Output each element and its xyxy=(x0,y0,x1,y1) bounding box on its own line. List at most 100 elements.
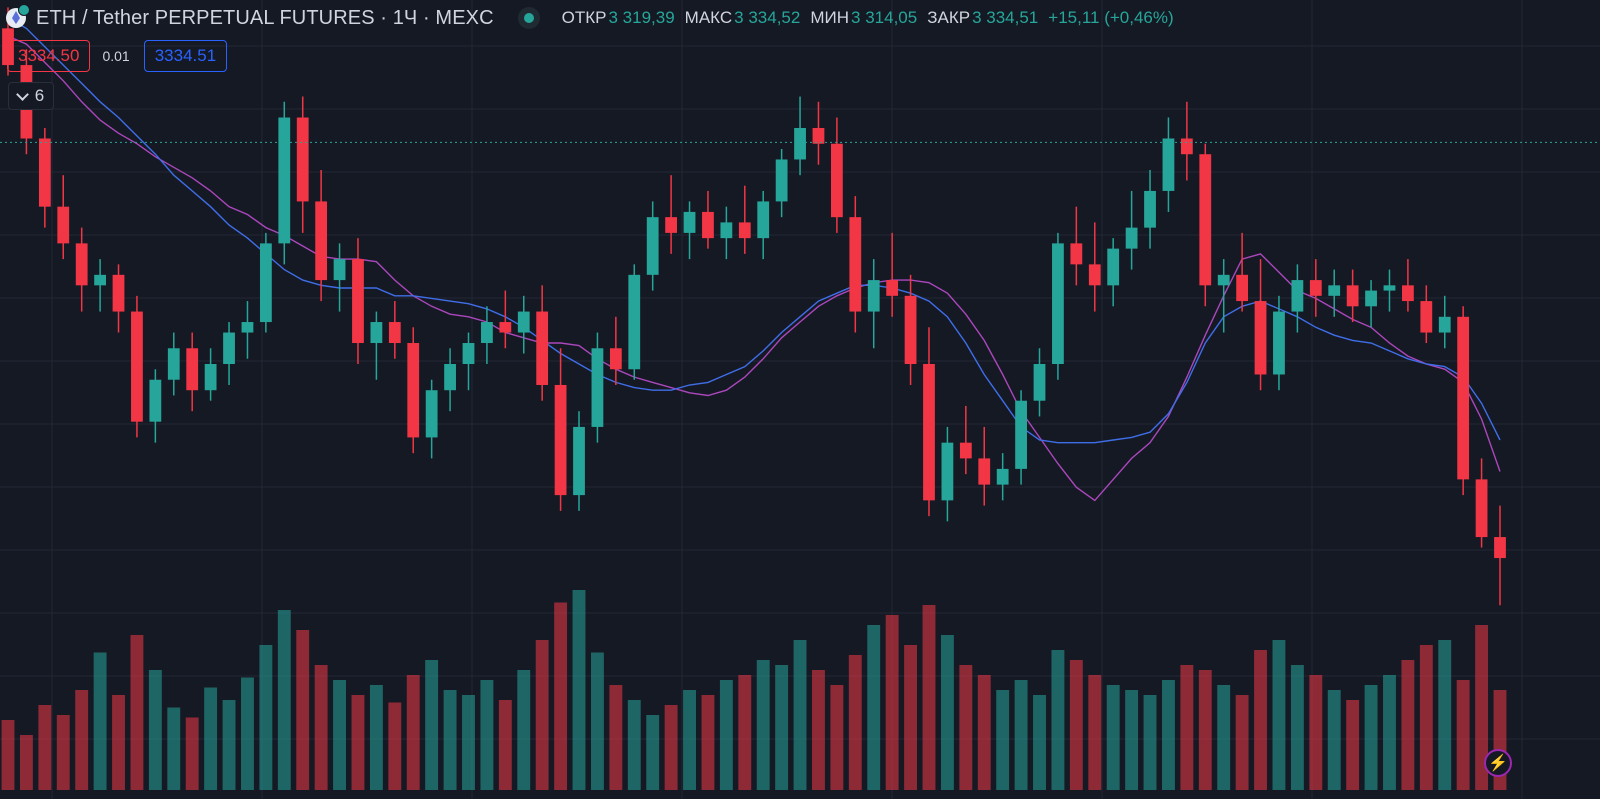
candle-body xyxy=(830,143,843,218)
candle-body xyxy=(278,117,291,244)
candle-body xyxy=(112,274,125,312)
volume-bar xyxy=(1217,685,1231,790)
volume-bar xyxy=(1180,665,1194,790)
candle-body xyxy=(1236,274,1249,302)
volume-bar xyxy=(112,695,125,790)
volume-bar xyxy=(830,685,844,790)
symbol-title[interactable]: ETH / Tether PERPETUAL FUTURES · 1Ч · ME… xyxy=(36,6,494,29)
candle-body xyxy=(481,322,493,344)
volume-bar xyxy=(1106,685,1120,790)
volume-bar xyxy=(683,690,696,790)
indicators-toggle-button[interactable]: 6 xyxy=(8,82,54,110)
candle-body xyxy=(94,274,106,286)
candle-body xyxy=(388,322,401,344)
volume-bar xyxy=(148,670,162,790)
close-value: 3 334,51 xyxy=(972,8,1039,27)
candle-body xyxy=(996,468,1009,485)
high-label: МАКС xyxy=(684,8,733,27)
volume-bar xyxy=(940,635,954,790)
sell-price-button[interactable]: 3334.50 xyxy=(7,40,91,72)
volume-bar xyxy=(719,680,733,790)
volume-bar xyxy=(1438,640,1452,790)
candle-body xyxy=(444,364,456,391)
volume-bar xyxy=(1051,650,1065,790)
volume-bar xyxy=(609,685,623,790)
volume-bar xyxy=(1088,675,1102,790)
candle-body xyxy=(1052,243,1064,364)
candle-body xyxy=(333,259,346,281)
volume-bar xyxy=(775,665,789,790)
volume-bar xyxy=(1290,665,1304,790)
candle-body xyxy=(1438,316,1451,333)
volume-bar xyxy=(351,695,365,790)
volume-bar xyxy=(480,680,494,790)
candle-body xyxy=(775,159,788,202)
candle-body xyxy=(167,348,180,380)
candle-body xyxy=(573,426,585,496)
volume-bar xyxy=(204,687,218,790)
volume-bar xyxy=(1346,700,1360,790)
lightning-icon[interactable]: ⚡ xyxy=(1484,749,1512,777)
candle-body xyxy=(609,348,622,370)
ma-slow-line xyxy=(7,17,1501,444)
candle-body xyxy=(1217,274,1230,286)
candle-body xyxy=(38,138,51,207)
candle-body xyxy=(315,201,328,281)
volume-bar xyxy=(996,690,1010,790)
volume-bar xyxy=(1309,675,1323,790)
candle-body xyxy=(1199,154,1212,286)
volume-bar xyxy=(904,645,918,790)
candle-body xyxy=(554,384,567,496)
market-open-icon xyxy=(517,7,540,29)
candle-body xyxy=(499,322,512,333)
volume-bar xyxy=(38,705,52,790)
volume-bar xyxy=(333,680,347,790)
candle-body xyxy=(628,274,641,370)
volume-bar xyxy=(922,605,936,790)
candle-body xyxy=(204,364,217,391)
candle-body xyxy=(646,217,659,275)
candle-body xyxy=(1273,311,1285,375)
candle-body xyxy=(223,332,235,364)
candle-body xyxy=(1494,537,1506,559)
volume-bar xyxy=(1419,645,1433,790)
candle-body xyxy=(186,348,199,391)
volume-bar xyxy=(1401,660,1415,790)
volume-bar xyxy=(277,610,291,790)
volume-bar xyxy=(1475,625,1489,790)
volume-bar xyxy=(296,630,310,790)
candle-body xyxy=(1144,190,1156,228)
candle-body xyxy=(131,311,143,422)
buy-price-button[interactable]: 3334.51 xyxy=(143,40,228,72)
candle-body xyxy=(1475,479,1488,538)
volume-bar xyxy=(498,700,512,790)
candle-body xyxy=(149,379,162,422)
volume-bar xyxy=(627,700,641,790)
candle-body xyxy=(978,458,991,485)
volume-bar xyxy=(977,675,991,790)
volume-bar xyxy=(1327,690,1341,790)
close-label: ЗАКР xyxy=(927,8,971,27)
volume-bar xyxy=(1198,670,1212,790)
volume-bar xyxy=(1143,695,1157,790)
candle-body xyxy=(757,201,770,239)
indicators-count: 6 xyxy=(34,86,45,105)
volume-bar xyxy=(425,660,439,790)
candle-body xyxy=(259,243,272,323)
volume-bar xyxy=(848,655,862,790)
chart-legend: ETH / Tether PERPETUAL FUTURES · 1Ч · ME… xyxy=(6,4,1600,32)
low-label: МИН xyxy=(810,8,850,27)
volume-bar xyxy=(812,670,825,790)
volume-bar xyxy=(93,652,107,790)
volume-bar xyxy=(130,635,144,790)
candle-body xyxy=(904,295,917,364)
volume-bar xyxy=(1456,680,1470,790)
candle-body xyxy=(812,128,825,144)
volume-bar xyxy=(1,720,15,790)
volume-bars xyxy=(1,590,1507,790)
eth-icon[interactable] xyxy=(6,4,30,28)
candle-body xyxy=(1291,280,1304,312)
candle-body xyxy=(57,206,70,244)
